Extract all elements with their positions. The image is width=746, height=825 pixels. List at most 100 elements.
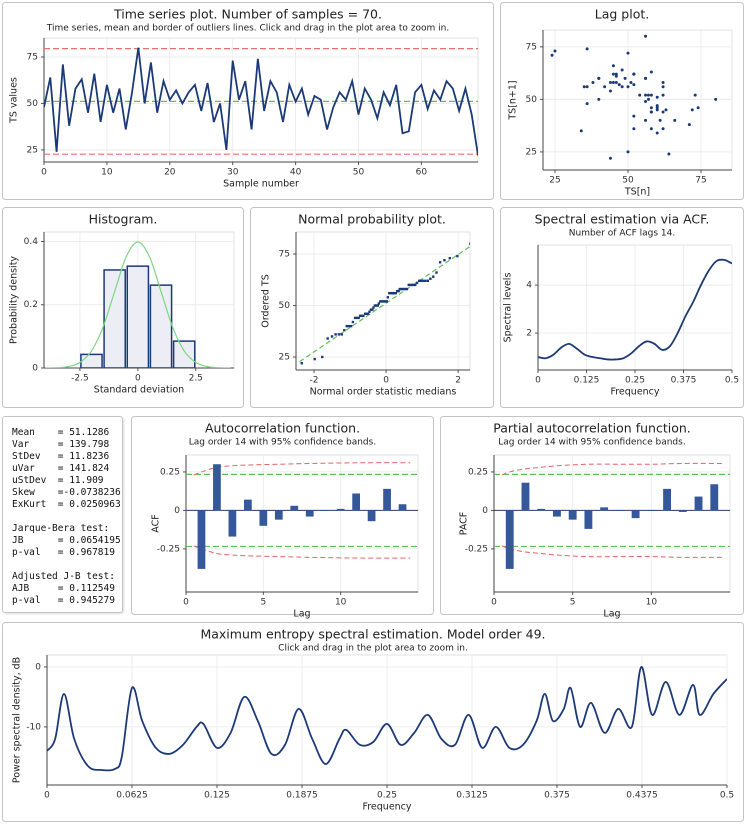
lag-point xyxy=(655,106,659,110)
lag-point xyxy=(655,104,659,108)
scatter-point xyxy=(376,304,379,307)
x-tick-label: 0 xyxy=(135,374,141,384)
x-axis-label: Frequency xyxy=(362,802,411,813)
chart-title: Autocorrelation function. xyxy=(205,421,360,436)
lag-point xyxy=(664,108,668,112)
acf-bar xyxy=(305,510,314,517)
scatter-point xyxy=(368,310,371,313)
scatter-point xyxy=(334,333,337,336)
confidence-band xyxy=(501,545,723,558)
lag-point xyxy=(550,53,554,57)
series-line xyxy=(47,666,727,772)
scatter-point xyxy=(388,291,391,295)
plot-area xyxy=(185,454,419,593)
y-tick-label: 75 xyxy=(27,52,38,62)
lag-point xyxy=(649,127,653,131)
lag-point xyxy=(649,93,653,97)
scatter-point xyxy=(362,314,365,318)
x-tick-label: 10 xyxy=(101,168,113,178)
chart-title: Time series plot. Number of samples = 70… xyxy=(113,7,382,22)
scatter-point xyxy=(435,271,438,274)
acf-bar xyxy=(521,482,530,511)
y-tick-label: 75 xyxy=(279,250,290,260)
scatter-point xyxy=(360,314,364,318)
scatter-point xyxy=(396,289,399,293)
x-tick-label: 0 xyxy=(383,376,389,386)
stats-line: uStDev = 11.909 xyxy=(12,475,104,486)
stats-group: Adjusted J-B test: AJB = 0.112549 p-val = … xyxy=(12,571,122,607)
stats-line: ExKurt = 0.0250963 xyxy=(12,499,121,510)
acf-bar xyxy=(259,510,268,526)
acf-bar xyxy=(505,510,514,569)
lag-point xyxy=(614,74,618,78)
lag-point xyxy=(579,129,583,133)
x-tick-label: 0.0625 xyxy=(116,791,148,801)
scatter-point xyxy=(393,291,396,295)
lag-point xyxy=(644,99,648,103)
scatter-point xyxy=(418,279,421,283)
scatter-point xyxy=(469,242,470,245)
acf-bar xyxy=(584,510,593,529)
lag-point xyxy=(611,81,615,85)
chart-title: Spectral estimation via ACF. xyxy=(535,212,710,227)
x-axis-label: TS[n] xyxy=(624,187,650,198)
scatter-point xyxy=(372,306,375,309)
scatter-point xyxy=(405,287,409,291)
acf-bar xyxy=(274,510,283,520)
scatter-point xyxy=(384,300,387,303)
scatter-point xyxy=(347,324,351,328)
x-tick-label: 5 xyxy=(570,598,576,608)
scatter-point xyxy=(326,337,329,340)
marks xyxy=(44,47,478,156)
lag-point xyxy=(623,76,627,80)
scatter-point xyxy=(415,281,419,285)
scatter-point xyxy=(386,296,390,299)
histogram-bar xyxy=(172,340,196,368)
chart-panel: Histogram. -2.5 0 2.5 0 0.2 0.4 Standard deviat… xyxy=(2,207,244,408)
scatter-point xyxy=(365,312,368,315)
lag-point xyxy=(603,85,607,89)
x-tick-label: 50 xyxy=(622,176,634,186)
y-axis-label: Ordered TS xyxy=(261,274,272,328)
x-axis-label: Normal order statistic medians xyxy=(310,387,457,398)
acf-bar xyxy=(367,510,376,522)
x-tick-label: 0.3125 xyxy=(456,791,488,801)
acf-bar xyxy=(213,464,221,511)
lag-point xyxy=(608,156,612,160)
stats-line: Adjusted J-B test: xyxy=(12,571,115,582)
chart-title: Partial autocorrelation function. xyxy=(493,421,690,436)
y-tick-label: 0.25 xyxy=(468,467,488,477)
scatter-point xyxy=(373,304,377,307)
stats-line: AJB = 0.112549 xyxy=(12,583,115,594)
fit-line xyxy=(299,245,470,363)
lag-point xyxy=(644,76,648,80)
chart-panel: Autocorrelation function. Lag order 14 wi… xyxy=(131,416,434,620)
confidence-band xyxy=(193,462,411,476)
x-tick-label: 75 xyxy=(695,176,706,186)
stats-line: Skew =-0.0738236 xyxy=(12,487,121,498)
lag-point xyxy=(673,118,677,122)
scatter-point xyxy=(426,279,430,283)
lag-point xyxy=(597,97,601,101)
x-tick-label: 0.375 xyxy=(671,376,697,386)
x-tick-label: 0 xyxy=(491,598,497,608)
lag-point xyxy=(649,70,653,74)
scatter-point xyxy=(371,308,374,311)
acf-bar xyxy=(631,510,640,519)
scatter-point xyxy=(429,277,432,280)
acf-bar xyxy=(321,510,330,511)
lag-point xyxy=(632,83,636,87)
scatter-point xyxy=(401,287,404,291)
scatter-point xyxy=(337,333,341,336)
marks xyxy=(186,462,418,569)
scatter-point xyxy=(369,308,373,311)
lag-point xyxy=(646,93,650,97)
lag-point xyxy=(644,93,648,97)
x-axis-label: Frequency xyxy=(610,387,659,398)
scatter-point xyxy=(349,324,353,328)
scatter-point xyxy=(448,256,452,260)
stats-line: uVar = 141.824 xyxy=(12,463,110,474)
stats-line: Mean = 51.1286 xyxy=(12,427,110,438)
